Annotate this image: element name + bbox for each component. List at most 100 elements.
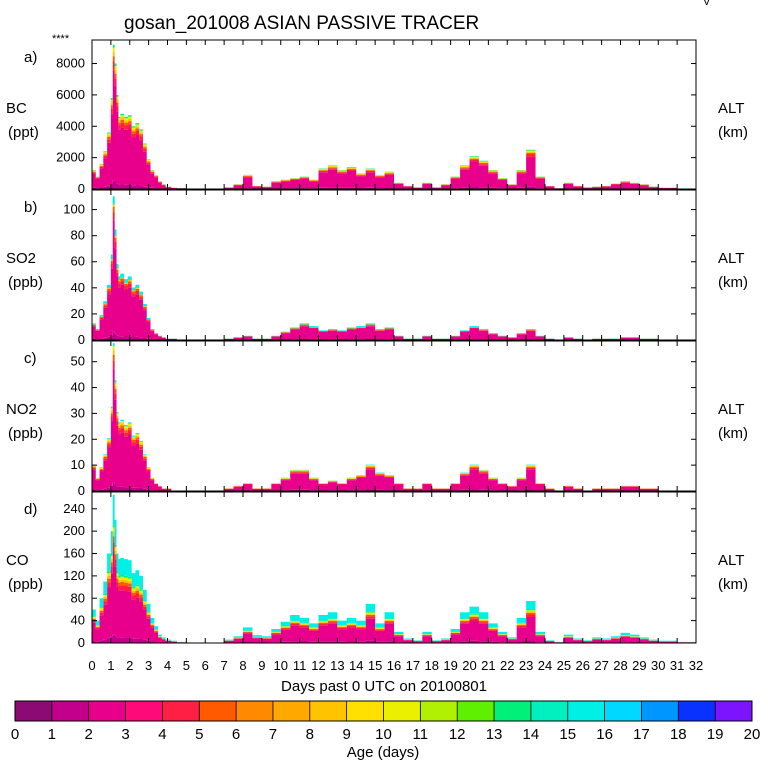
panel-so2: 0 20 40 60 80 100 b) SO2 (ppb) ALT (km) — [6, 189, 748, 347]
y-tick-label: 120 — [63, 568, 85, 583]
right-axis-label: ALT — [718, 250, 744, 267]
panel-frame — [91, 340, 697, 492]
colorbar-swatch-19 — [715, 701, 753, 721]
y-tick-label: 240 — [63, 501, 85, 516]
age-layer-3 — [92, 354, 696, 491]
age-layer-2 — [92, 542, 696, 643]
x-tick-label: 4 — [164, 658, 171, 673]
panel-letter: c) — [24, 350, 37, 367]
colorbar-tick-label: 18 — [670, 726, 687, 743]
age-layer-6 — [92, 346, 696, 491]
colorbar-tick-label: 2 — [85, 726, 93, 743]
colorbar-label: Age (days) — [347, 744, 420, 761]
colorbar-tick-label: 10 — [375, 726, 392, 743]
panel-letter: d) — [24, 501, 37, 518]
age-layer-1 — [92, 551, 696, 643]
x-tick-label: 19 — [443, 658, 457, 673]
y-tick-label: 80 — [71, 590, 85, 605]
y-tick-label: 100 — [63, 202, 85, 217]
x-tick-label: 31 — [670, 658, 684, 673]
colorbar-swatch-4 — [162, 701, 200, 721]
panels-group: 02000400060008000a)BC(ppt)ALT(km)0204060… — [6, 39, 748, 650]
x-tick-label: 9 — [258, 658, 265, 673]
colorbar-tick-label: 8 — [306, 726, 314, 743]
colorbar-tick-label: 6 — [232, 726, 240, 743]
y-tick-label: 200 — [63, 523, 85, 538]
colorbar-tick-label: 15 — [559, 726, 576, 743]
y-tick-label: 80 — [71, 228, 85, 243]
x-tick-label: 16 — [387, 658, 401, 673]
colorbar-swatch-14 — [530, 701, 569, 721]
x-tick-label: 8 — [239, 658, 246, 673]
age-layer-3 — [92, 56, 696, 189]
species-label: NO2 — [6, 401, 37, 418]
panel-frame — [91, 39, 697, 190]
colorbar-swatch-8 — [309, 701, 348, 721]
age-layer-2 — [92, 212, 696, 340]
colorbar-swatch-17 — [641, 701, 679, 721]
x-tick-label: 0 — [88, 658, 95, 673]
age-layer-1 — [92, 70, 696, 189]
x-tick-label: 2 — [126, 658, 133, 673]
age-layer-4 — [92, 204, 696, 340]
age-layer-4 — [92, 531, 696, 643]
age-layer-7 — [92, 343, 696, 491]
y-tick-label: 40 — [71, 280, 85, 295]
age-layer-0 — [92, 180, 696, 189]
age-layer-5 — [92, 202, 696, 340]
unit-label: (ppb) — [8, 425, 43, 442]
x-tick-label: 1 — [107, 658, 114, 673]
x-tick-label: 23 — [519, 658, 533, 673]
colorbar-tick-label: 17 — [633, 726, 650, 743]
x-tick-label: 20 — [462, 658, 476, 673]
colorbar-swatch-6 — [236, 701, 274, 721]
colorbar-swatch-18 — [678, 701, 716, 721]
colorbar-swatch-3 — [125, 701, 163, 721]
colorbar-swatch-9 — [346, 701, 384, 721]
y-tick-label: 10 — [71, 457, 85, 472]
colorbar-tick-label: 16 — [596, 726, 613, 743]
age-layer-1 — [92, 220, 696, 340]
age-layer-5 — [92, 527, 696, 643]
x-axis-group: 0 1 2 3 4 5 6 7 8 9 10 11 12 13 14 15 16 17 18 19 20 21 22 23 24… — [88, 658, 703, 673]
species-label: CO — [6, 552, 29, 569]
x-tick-label: 28 — [613, 658, 627, 673]
y-tick-label: 0 — [78, 332, 85, 347]
colorbar-tick-label: 11 — [413, 726, 429, 743]
age-layer-5 — [92, 47, 696, 189]
y-tick-label: 4000 — [56, 118, 85, 133]
y-tick-label: 0 — [78, 181, 85, 196]
x-tick-label: 5 — [183, 658, 190, 673]
panel-letter: a) — [24, 49, 37, 66]
age-layer-3 — [92, 536, 696, 643]
colorbar-swatch-2 — [88, 701, 127, 721]
colorbar-tick-label: 12 — [449, 726, 466, 743]
y-tick-label: 8000 — [56, 56, 85, 71]
right-axis-label: ALT — [718, 552, 744, 569]
x-tick-label: 29 — [632, 658, 646, 673]
x-tick-label: 21 — [481, 658, 495, 673]
age-layer-5 — [92, 346, 696, 491]
species-label: SO2 — [6, 250, 36, 267]
colorbar-tick-label: 13 — [486, 726, 503, 743]
panel-no2: 0 10 20 30 40 50 c) NO2 (ppb) ALT (km) — [6, 340, 748, 498]
chart-title-group: **** gosan_201008 ASIAN PASSIVE TRACER V — [52, 0, 711, 45]
species-label: BC — [6, 100, 27, 117]
panel-bc: 0 2000 4000 6000 8000 a) BC (ppt) ALT (km) — [6, 39, 748, 196]
colorbar-tick-label: 20 — [744, 726, 761, 743]
x-tick-label: 17 — [406, 658, 420, 673]
y-tick-label: 0 — [78, 635, 85, 650]
y-tick-label: 40 — [71, 613, 85, 628]
age-layer-2 — [92, 360, 696, 491]
age-layer-3 — [92, 207, 696, 340]
colorbar-swatch-7 — [272, 701, 311, 721]
colorbar-tick-label: 0 — [11, 726, 19, 743]
x-tick-label: 32 — [689, 658, 703, 673]
colorbar-swatch-0 — [15, 701, 53, 721]
y-tick-label: 60 — [71, 254, 85, 269]
age-layer-6 — [92, 524, 696, 643]
age-layer-2 — [92, 62, 696, 189]
y-tick-label: 20 — [71, 306, 85, 321]
age-layer-6 — [92, 198, 696, 340]
corner-mark-right: V — [703, 0, 711, 8]
